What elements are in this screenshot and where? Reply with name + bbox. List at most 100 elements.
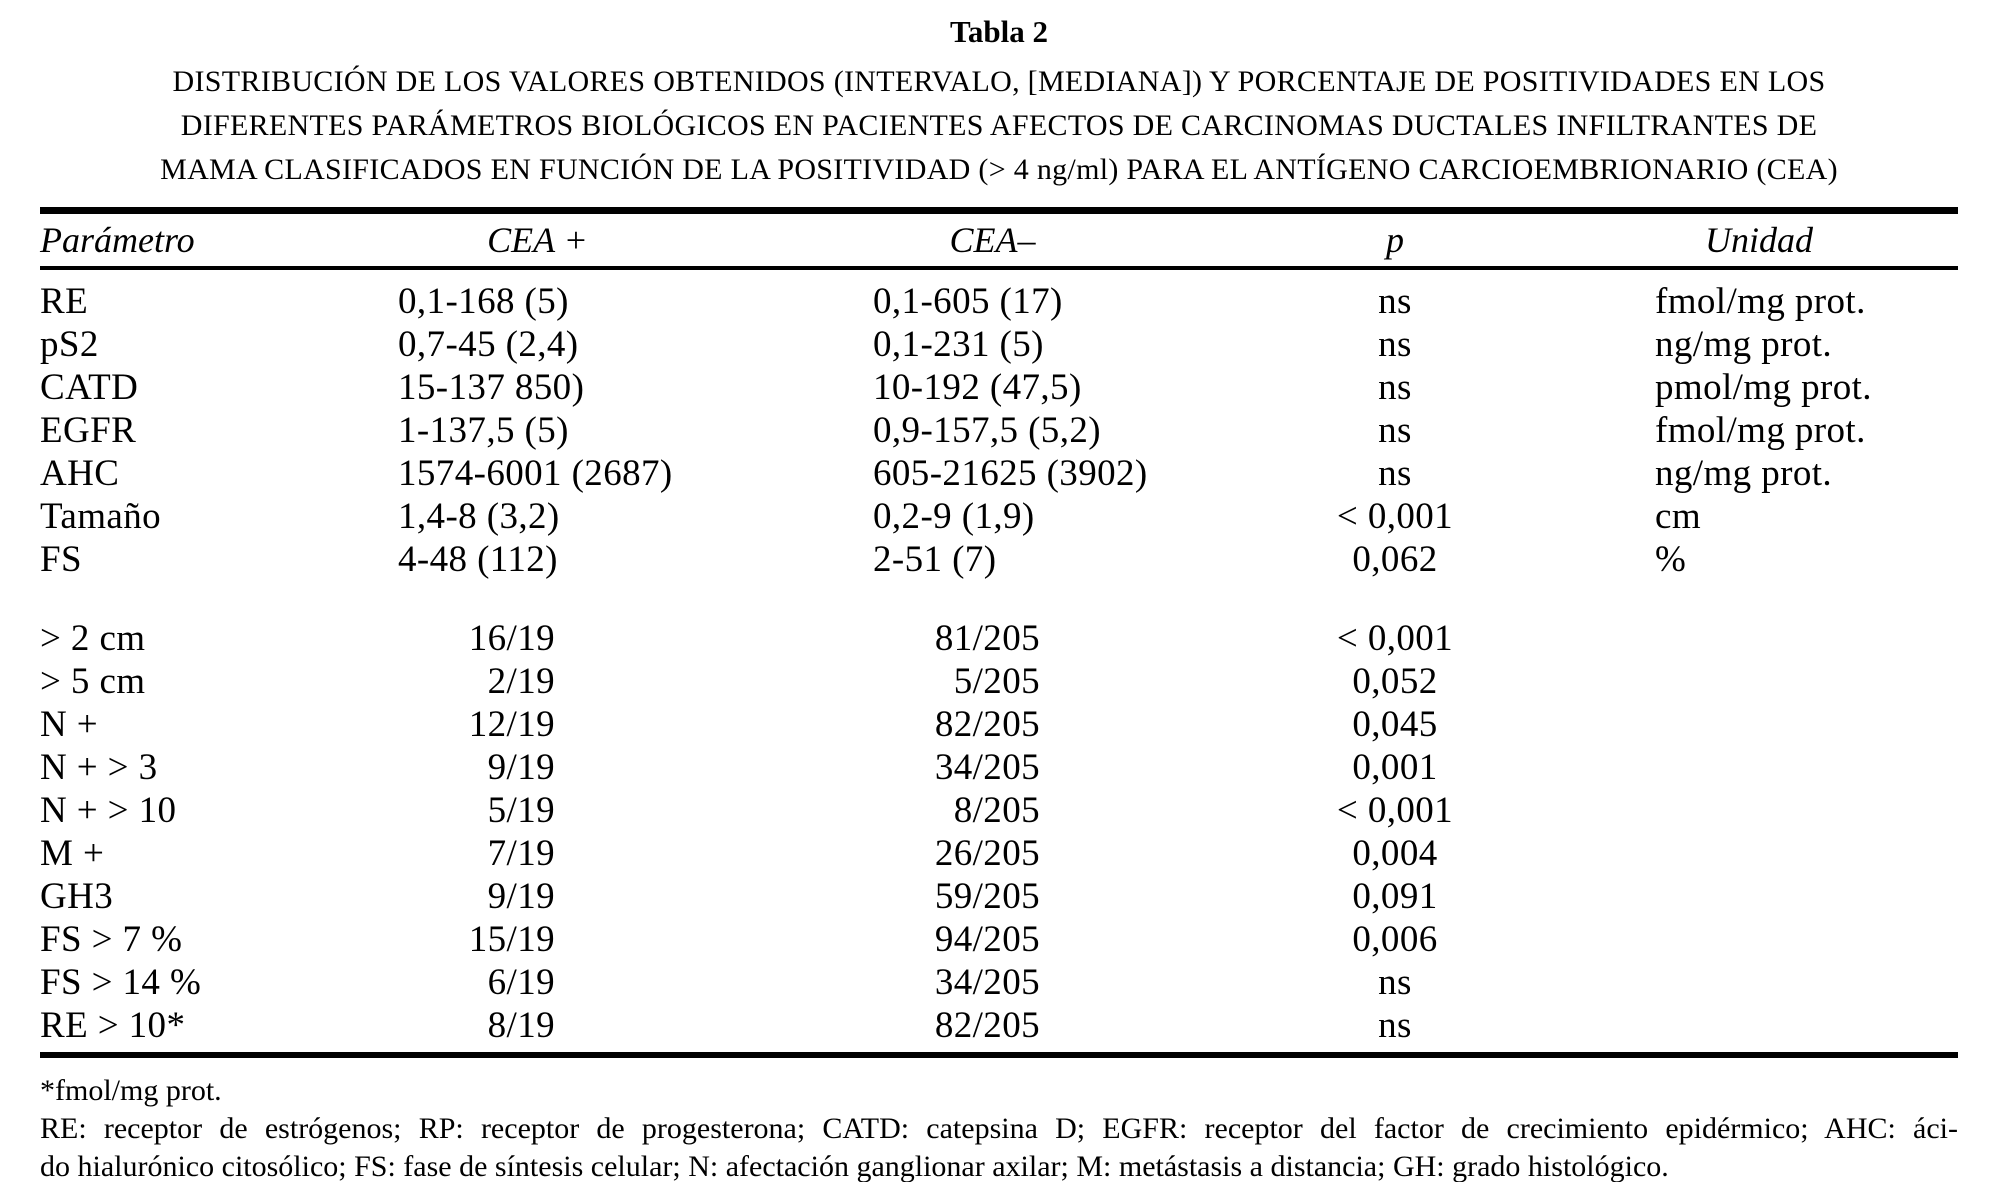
- table-row: CATD 15-137 850) 10-192 (47,5) ns pmol/mg pr…: [40, 366, 1958, 409]
- row-cea-positive-value: 5/19: [487, 790, 555, 831]
- row-cea-positive-value: 1-137,5 (5): [398, 410, 569, 451]
- row-cea-positive-value: 12/19: [468, 704, 555, 745]
- row-p-value: ns: [1378, 410, 1412, 451]
- row-cea-negative-value: 2-51 (7): [873, 539, 997, 580]
- row-cea-negative-value: 81/205: [934, 618, 1040, 659]
- row-cea-negative-value: 59/205: [934, 876, 1040, 917]
- table-row: > 2 cm 16/19 81/205 < 0,001: [40, 617, 1958, 660]
- row-cea-positive-value: 9/19: [487, 747, 555, 788]
- header-row: Parámetro CEA + CEA– p Unidad: [40, 214, 1958, 270]
- caption-line-3: MAMA CLASIFICADOS EN FUNCIÓN DE LA POSIT…: [160, 153, 1838, 186]
- column-header-unidad: Unidad: [1560, 214, 1958, 270]
- table-section-positivity-fractions: > 2 cm 16/19 81/205 < 0,001 > 5 cm 2/19 5/205 0…: [40, 617, 1958, 1047]
- row-parameter-label: pS2: [40, 324, 99, 365]
- row-parameter-label: FS > 7 %: [40, 919, 183, 960]
- row-p-value: 0,001: [1352, 747, 1438, 788]
- row-cea-positive-value: 9/19: [487, 876, 555, 917]
- table-row: EGFR 1-137,5 (5) 0,9-157,5 (5,2) ns fmol/mg …: [40, 409, 1958, 452]
- table-row: AHC 1574-6001 (2687) 605-21625 (3902) ns ng/…: [40, 452, 1958, 495]
- row-parameter-label: M +: [40, 833, 105, 874]
- table-row: RE 0,1-168 (5) 0,1-605 (17) ns fmol/mg prot.: [40, 268, 1958, 323]
- row-unit: [1560, 875, 1958, 918]
- row-unit: [1560, 660, 1958, 703]
- table-title: Tabla 2: [950, 14, 1048, 49]
- row-unit: %: [1655, 539, 1687, 580]
- column-header-cea-negative: CEA–: [755, 214, 1230, 270]
- row-unit: [1560, 1004, 1958, 1047]
- row-cea-positive-value: 6/19: [487, 962, 555, 1003]
- row-cea-positive-value: 1574-6001 (2687): [398, 453, 673, 494]
- footnote-abbreviations-line-2: do hialurónico citosólico; FS: fase de s…: [40, 1150, 1669, 1182]
- footnote-abbreviations-line-1: RE: receptor de estrógenos; RP: receptor…: [40, 1112, 1958, 1145]
- row-p-value: < 0,001: [1336, 618, 1454, 659]
- row-parameter-label: N +: [40, 704, 99, 745]
- footnotes: *fmol/mg prot. RE: receptor de estrógeno…: [40, 1072, 1958, 1182]
- row-p-value: 0,062: [1352, 539, 1438, 580]
- table-row: FS 4-48 (112) 2-51 (7) 0,062%: [40, 538, 1958, 581]
- row-parameter-label: AHC: [40, 453, 120, 494]
- row-cea-positive-value: 0,1-168 (5): [398, 281, 569, 322]
- row-unit: [1560, 832, 1958, 875]
- row-unit: [1560, 703, 1958, 746]
- row-cea-negative-value: 0,9-157,5 (5,2): [873, 410, 1101, 451]
- spacer-row: [40, 581, 1958, 617]
- footnote-asterisk: *fmol/mg prot.: [40, 1074, 222, 1107]
- row-unit: [1560, 746, 1958, 789]
- row-unit: fmol/mg prot.: [1655, 410, 1866, 451]
- row-parameter-label: GH3: [40, 876, 114, 917]
- row-unit: pmol/mg prot.: [1655, 367, 1872, 408]
- row-cea-positive-value: 4-48 (112): [398, 539, 558, 580]
- row-cea-negative-value: 82/205: [934, 704, 1040, 745]
- row-parameter-label: EGFR: [40, 410, 137, 451]
- row-p-value: 0,006: [1352, 919, 1438, 960]
- row-p-value: ns: [1378, 453, 1412, 494]
- column-header-cea-positive: CEA +: [320, 214, 755, 270]
- row-cea-negative-value: 0,2-9 (1,9): [873, 496, 1035, 537]
- row-cea-positive-value: 8/19: [487, 1005, 555, 1046]
- table-row: FS > 7 % 15/19 94/205 0,006: [40, 918, 1958, 961]
- row-unit: fmol/mg prot.: [1655, 281, 1866, 322]
- table-section-continuous-values: RE 0,1-168 (5) 0,1-605 (17) ns fmol/mg prot.…: [40, 268, 1958, 581]
- row-unit: [1560, 961, 1958, 1004]
- row-cea-positive-value: 16/19: [468, 618, 555, 659]
- row-cea-negative-value: 34/205: [934, 962, 1040, 1003]
- row-p-value: ns: [1378, 367, 1412, 408]
- row-p-value: ns: [1378, 962, 1412, 1003]
- row-parameter-label: CATD: [40, 367, 139, 408]
- row-cea-positive-value: 15-137 850): [398, 367, 585, 408]
- table-row: pS2 0,7-45 (2,4) 0,1-231 (5) ns ng/mg prot.: [40, 323, 1958, 366]
- row-cea-positive-value: 0,7-45 (2,4): [398, 324, 579, 365]
- row-cea-negative-value: 94/205: [934, 919, 1040, 960]
- row-parameter-label: > 2 cm: [40, 618, 146, 659]
- table-header: Parámetro CEA + CEA– p Unidad: [40, 214, 1958, 270]
- caption-line-2: DIFERENTES PARÁMETROS BIOLÓGICOS EN PACI…: [180, 109, 1818, 142]
- table-row: M + 7/19 26/205 0,004: [40, 832, 1958, 875]
- row-p-value: 0,045: [1352, 704, 1438, 745]
- row-p-value: < 0,001: [1336, 790, 1454, 831]
- row-parameter-label: RE: [40, 281, 89, 322]
- table-row: Tamaño 1,4-8 (3,2) 0,2-9 (1,9) < 0,001 cm: [40, 495, 1958, 538]
- row-p-value: 0,052: [1352, 661, 1438, 702]
- row-parameter-label: FS > 14 %: [40, 962, 202, 1003]
- row-unit: [1560, 918, 1958, 961]
- row-unit: ng/mg prot.: [1655, 324, 1833, 365]
- section-spacer: [40, 581, 1958, 617]
- table-row: N + > 10 5/19 8/205 < 0,001: [40, 789, 1958, 832]
- row-parameter-label: Tamaño: [40, 496, 162, 537]
- row-parameter-label: > 5 cm: [40, 661, 146, 702]
- row-parameter-label: N + > 10: [40, 790, 177, 831]
- row-cea-positive-value: 1,4-8 (3,2): [398, 496, 560, 537]
- row-cea-negative-value: 10-192 (47,5): [873, 367, 1082, 408]
- row-unit: cm: [1655, 496, 1702, 537]
- table-caption: DISTRIBUCIÓN DE LOS VALORES OBTENIDOS (I…: [0, 60, 1998, 192]
- row-p-value: 0,004: [1352, 833, 1438, 874]
- table-row: RE > 10* 8/19 82/205 ns: [40, 1004, 1958, 1047]
- row-cea-negative-value: 605-21625 (3902): [873, 453, 1148, 494]
- row-cea-positive-value: 2/19: [487, 661, 555, 702]
- row-cea-positive-value: 7/19: [487, 833, 555, 874]
- column-header-parametro: Parámetro: [40, 214, 320, 270]
- column-header-p: p: [1230, 214, 1560, 270]
- table-row: N + 12/19 82/205 0,045: [40, 703, 1958, 746]
- row-p-value: ns: [1378, 1005, 1412, 1046]
- row-p-value: < 0,001: [1336, 496, 1454, 537]
